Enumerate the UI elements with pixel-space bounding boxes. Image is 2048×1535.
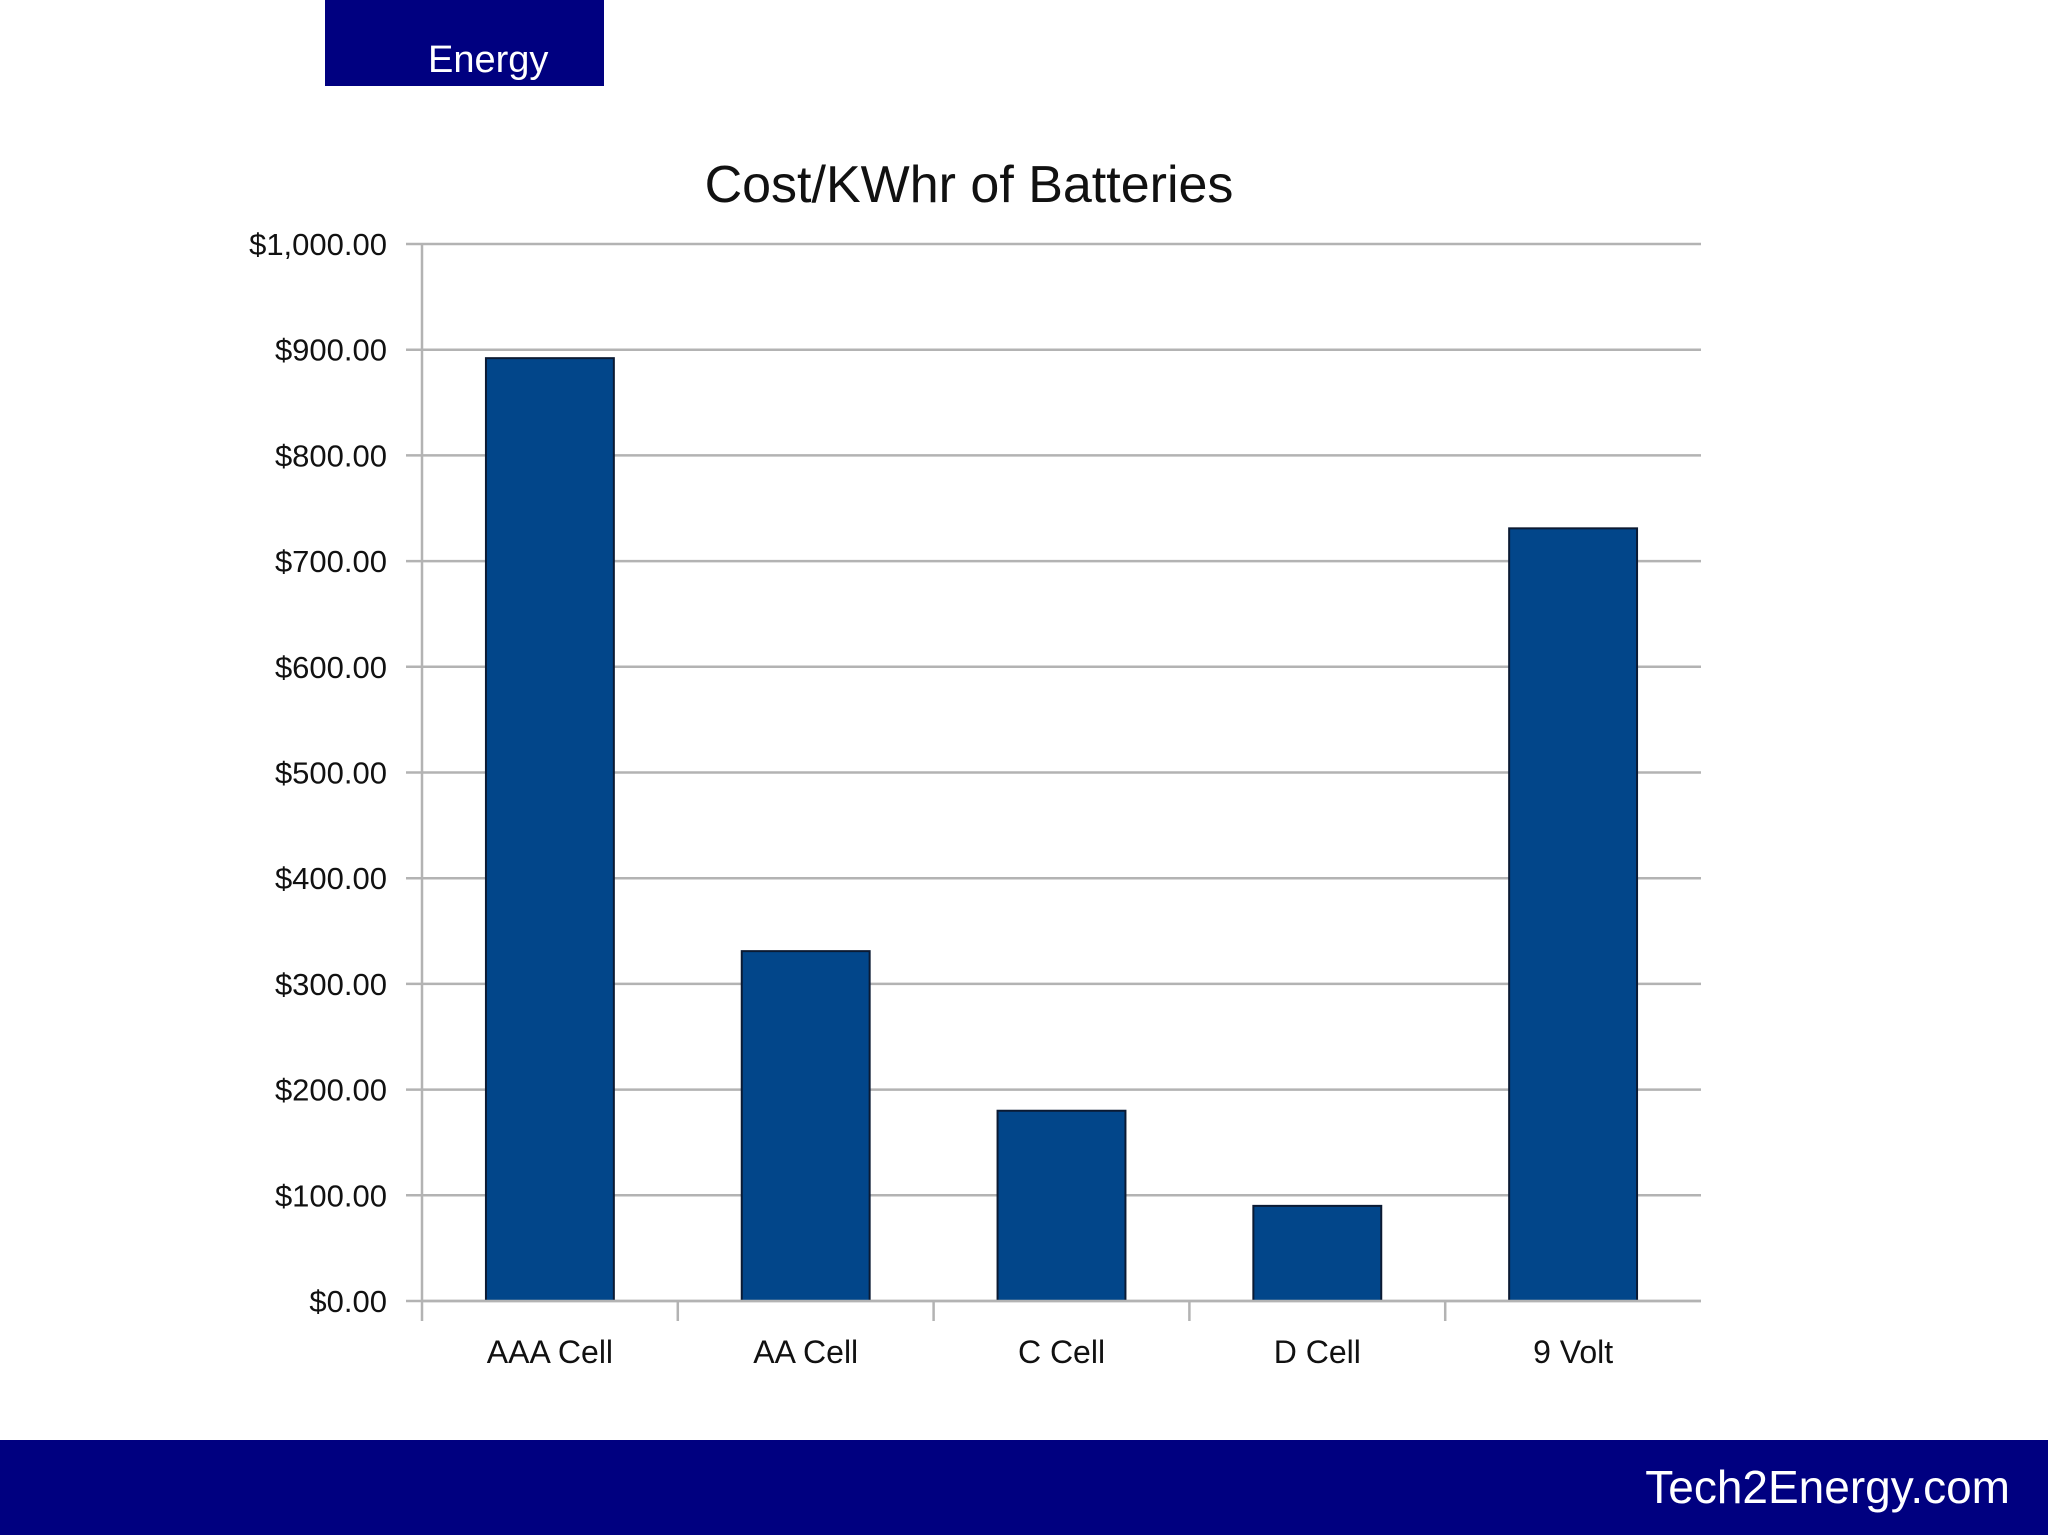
bar-d-cell [1252, 1204, 1383, 1302]
x-tick-label: AA Cell [753, 1334, 858, 1370]
chart-title: Cost/KWhr of Batteries [705, 156, 1234, 214]
section-tab: Energy [325, 0, 604, 86]
y-tick-label: $100.00 [275, 1178, 387, 1213]
section-tab-label: Energy [428, 39, 549, 81]
bar-aa-cell [740, 950, 871, 1302]
y-tick-label: $700.00 [275, 544, 387, 579]
y-tick-label: $600.00 [275, 650, 387, 685]
bar-chart: Cost/KWhr of Batteries $0.00 $100.00 $200.… [249, 156, 1701, 1370]
y-tick-label: $300.00 [275, 967, 387, 1002]
x-tick-label: 9 Volt [1533, 1334, 1613, 1370]
bar-9-volt [1508, 527, 1639, 1302]
bars [484, 357, 1639, 1302]
y-tick-label: $500.00 [275, 756, 387, 791]
axes [420, 244, 1701, 1321]
y-tick-label: $800.00 [275, 438, 387, 473]
footer-site-link[interactable]: Tech2Energy.com [1645, 1461, 2010, 1513]
chart-container: Cost/KWhr of Batteries $0.00 $100.00 $200.… [249, 156, 1701, 1370]
x-tick-label: D Cell [1274, 1334, 1361, 1370]
bar-aaa-cell [484, 357, 615, 1302]
x-tick-labels: AAA Cell AA Cell C Cell D Cell 9 Volt [487, 1334, 1613, 1370]
y-tick-labels: $0.00 $100.00 $200.00 $300.00 $400.00 $500.00… [249, 227, 387, 1319]
y-tick-label: $1,000.00 [249, 227, 387, 262]
x-tick-label: C Cell [1018, 1334, 1105, 1370]
y-tick-label: $900.00 [275, 333, 387, 368]
x-tick-label: AAA Cell [487, 1334, 613, 1370]
y-tick-label: $400.00 [275, 861, 387, 896]
gridlines [406, 242, 1701, 1303]
footer-bar: Tech2Energy.com [0, 1440, 2048, 1535]
y-tick-label: $200.00 [275, 1073, 387, 1108]
y-tick-label: $0.00 [309, 1284, 387, 1319]
bar-c-cell [996, 1109, 1127, 1302]
